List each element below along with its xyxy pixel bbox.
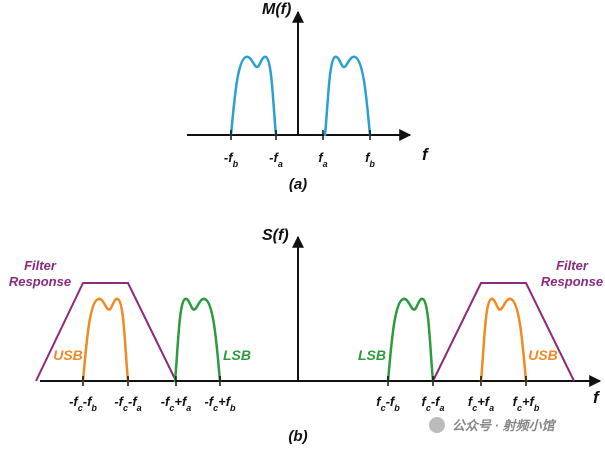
watermark: 公众号 · 射频小馆: [429, 417, 557, 433]
panel-a: M(f) f (a): [187, 1, 430, 193]
filter-response: [432, 282, 575, 382]
label-part: f: [365, 150, 371, 165]
spectrum-lobe: [229, 55, 278, 137]
band-label: USB: [528, 347, 558, 363]
label-part: -f: [114, 394, 124, 409]
label-part: f: [513, 394, 519, 409]
label-part: f: [468, 394, 474, 409]
subscript: b: [91, 403, 97, 413]
y-label: S(f): [262, 227, 289, 244]
filter-label: Filter: [556, 258, 589, 273]
label-part: f: [318, 150, 324, 165]
label-part: +f: [218, 394, 232, 409]
label-part: -f: [224, 150, 234, 165]
subscript: b: [369, 159, 375, 169]
panel-b: S(f) f (b): [35, 227, 602, 445]
band-label: LSB: [223, 347, 251, 363]
tick-label: -fc-fb: [69, 394, 97, 413]
spectrum-lobe: [323, 55, 372, 137]
label-part: -f: [204, 394, 214, 409]
caption: (b): [288, 428, 307, 445]
subscript: c: [169, 403, 174, 413]
subscript: b: [233, 159, 239, 169]
label-part: f: [376, 394, 382, 409]
subscript: c: [78, 403, 83, 413]
label-part: +f: [174, 394, 188, 409]
filter-response: [35, 282, 177, 382]
tick-label: -fc+fb: [204, 394, 236, 413]
usb-lobe: [479, 297, 528, 383]
tick-label: fc+fb: [513, 394, 540, 413]
subscript: a: [440, 403, 445, 413]
watermark-icon: [429, 417, 445, 433]
label-part: +f: [477, 394, 491, 409]
label-part: -f: [161, 394, 171, 409]
subscript: b: [394, 403, 400, 413]
tick-label: fa: [318, 150, 327, 169]
filter-label: Filter: [24, 258, 57, 273]
tick-label: fc+fa: [468, 394, 494, 413]
y-label: M(f): [262, 1, 291, 18]
subscript: a: [323, 159, 328, 169]
filter-label: Response: [541, 274, 603, 289]
subscript: a: [278, 159, 283, 169]
watermark-text: 公众号 · 射频小馆: [452, 418, 557, 433]
lsb-lobe: [173, 297, 222, 383]
label-part: -f: [128, 394, 138, 409]
filter-label: Response: [9, 274, 71, 289]
subscript: c: [472, 403, 477, 413]
tick-label: -fb: [224, 150, 239, 169]
lsb-lobe: [386, 297, 435, 383]
x-label: f: [593, 388, 601, 407]
subscript: c: [123, 403, 128, 413]
x-label: f: [422, 145, 430, 164]
subscript: c: [213, 403, 218, 413]
subscript: c: [426, 403, 431, 413]
subscript: b: [534, 403, 540, 413]
subscript: a: [186, 403, 191, 413]
label-part: -f: [431, 394, 441, 409]
subscript: c: [381, 403, 386, 413]
label-part: +f: [522, 394, 536, 409]
label-part: -f: [83, 394, 93, 409]
subscript: c: [517, 403, 522, 413]
caption: (a): [289, 176, 307, 193]
tick-label: fb: [365, 150, 375, 169]
label-part: -f: [69, 394, 79, 409]
band-label: LSB: [358, 347, 386, 363]
subscript: a: [489, 403, 494, 413]
tick-label: -fc-fa: [114, 394, 141, 413]
subscript: a: [137, 403, 142, 413]
label-part: -f: [386, 394, 396, 409]
label-part: -f: [269, 150, 279, 165]
band-label: USB: [53, 347, 83, 363]
tick-label: -fa: [269, 150, 283, 169]
tick-label: fc-fa: [421, 394, 444, 413]
tick-label: -fc+fa: [161, 394, 192, 413]
tick-label: fc-fb: [376, 394, 400, 413]
usb-lobe: [81, 297, 130, 383]
label-part: f: [421, 394, 427, 409]
subscript: b: [230, 403, 236, 413]
